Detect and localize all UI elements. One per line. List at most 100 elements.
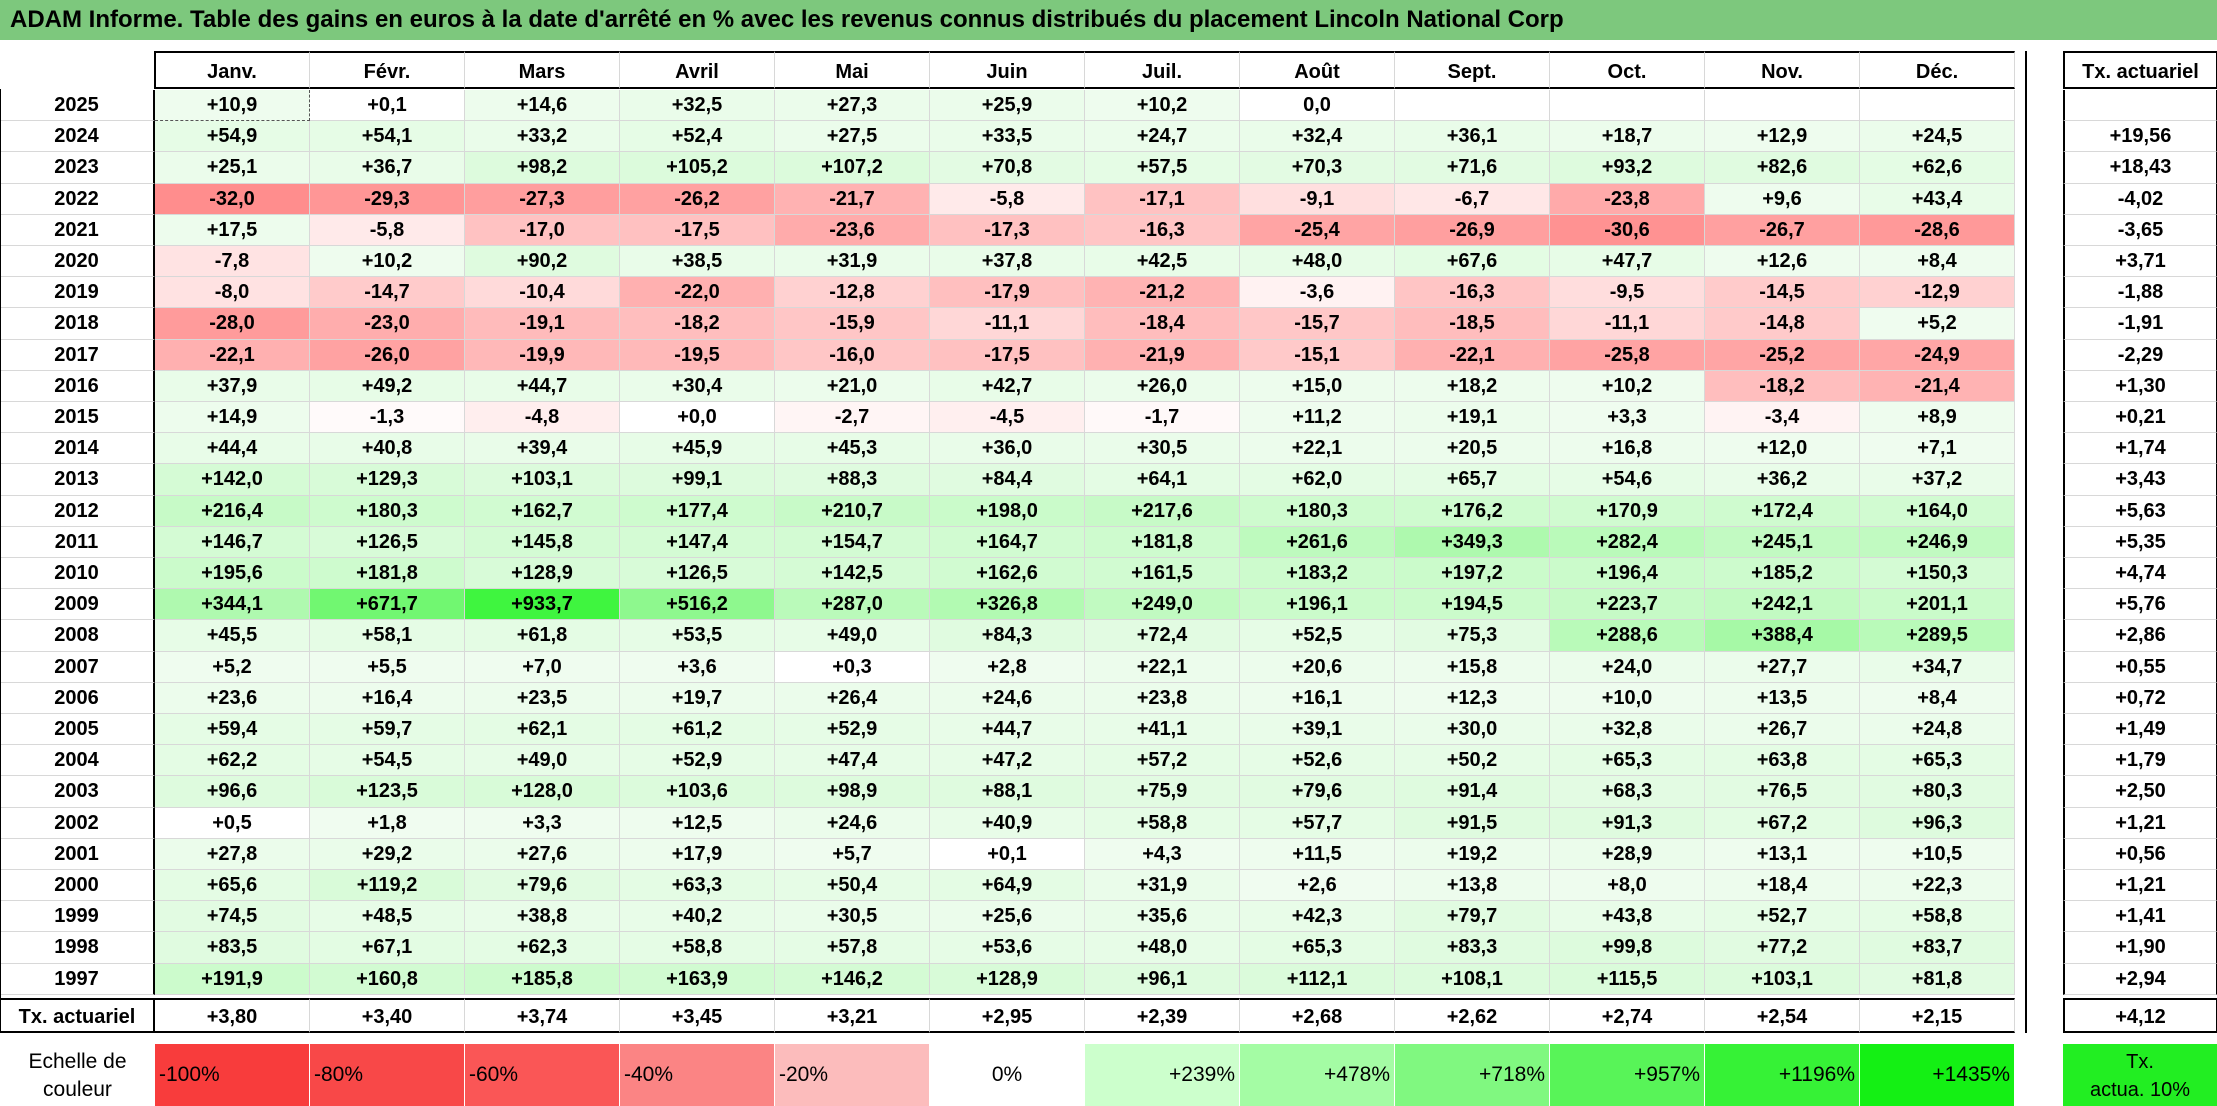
value-cell: -19,1	[465, 308, 620, 340]
value-cell: -16,3	[1085, 214, 1240, 246]
table-row: 2015 +14,9 -1,3 -4,8 +0,0 -2,7 -4,5 -1,7 +11,2 +1…	[0, 402, 2217, 434]
value-cell: +39,4	[465, 433, 620, 465]
footer-value-cell: +2,62	[1395, 997, 1550, 1033]
value-cell: +77,2	[1705, 932, 1860, 964]
value-cell: +162,7	[465, 495, 620, 527]
actuarial-cell: -2,29	[2063, 339, 2217, 371]
value-cell: -22,0	[620, 277, 775, 309]
value-cell: -7,8	[155, 246, 310, 278]
value-cell: +48,5	[310, 901, 465, 933]
year-cell: 2014	[0, 433, 155, 465]
value-cell: +176,2	[1395, 495, 1550, 527]
value-cell: -17,1	[1085, 183, 1240, 215]
value-cell: -25,8	[1550, 339, 1705, 371]
value-cell: -6,7	[1395, 183, 1550, 215]
legend-actuarial-line2: actua. 10%	[2089, 1079, 2191, 1101]
value-cell: +41,1	[1085, 714, 1240, 746]
value-cell: +24,7	[1085, 121, 1240, 153]
footer-value-cell: +2,39	[1085, 997, 1240, 1033]
value-cell: +84,4	[930, 464, 1085, 496]
value-cell: -3,4	[1705, 402, 1860, 434]
year-cell: 2018	[0, 308, 155, 340]
footer-value-cell: +2,95	[930, 997, 1085, 1033]
legend-label-line1: Echelle de	[28, 1050, 127, 1073]
year-cell: 2007	[0, 651, 155, 683]
value-cell: +27,3	[775, 90, 930, 122]
value-cell: +37,8	[930, 246, 1085, 278]
value-cell: +32,5	[620, 90, 775, 122]
value-cell: +170,9	[1550, 495, 1705, 527]
value-cell: +36,7	[310, 152, 465, 184]
value-cell: +180,3	[310, 495, 465, 527]
value-cell: +75,3	[1395, 620, 1550, 652]
value-cell: +128,9	[465, 558, 620, 590]
value-cell: +1,8	[310, 807, 465, 839]
value-cell: +146,7	[155, 526, 310, 558]
year-cell: 2016	[0, 370, 155, 402]
table-row: 1998 +83,5 +67,1 +62,3 +58,8 +57,8 +53,6 +48,0 +…	[0, 932, 2217, 964]
value-cell: -4,5	[930, 402, 1085, 434]
value-cell: +163,9	[620, 963, 775, 995]
legend-step: 0%	[930, 1044, 1085, 1106]
legend-step: -100%	[155, 1044, 310, 1106]
value-cell: +65,6	[155, 870, 310, 902]
value-cell: +2,6	[1240, 870, 1395, 902]
value-cell: +25,6	[930, 901, 1085, 933]
value-cell: +145,8	[465, 526, 620, 558]
legend-actuarial: Tx. actua. 10%	[2063, 1044, 2217, 1106]
value-cell: +10,0	[1550, 682, 1705, 714]
value-cell: +40,2	[620, 901, 775, 933]
table-row: 2011 +146,7 +126,5 +145,8 +147,4 +154,7 +164,7…	[0, 526, 2217, 558]
value-cell: +82,6	[1705, 152, 1860, 184]
value-cell: +161,5	[1085, 558, 1240, 590]
value-cell: -17,5	[930, 339, 1085, 371]
value-cell: +45,3	[775, 433, 930, 465]
value-cell: +52,9	[620, 745, 775, 777]
value-cell: +44,4	[155, 433, 310, 465]
actuarial-cell: +2,94	[2063, 963, 2217, 995]
value-cell: +58,8	[1085, 807, 1240, 839]
value-cell: +128,0	[465, 776, 620, 808]
actuarial-cell: +1,30	[2063, 370, 2217, 402]
value-cell: +26,7	[1705, 714, 1860, 746]
value-cell: +28,9	[1550, 838, 1705, 870]
year-cell: 2004	[0, 745, 155, 777]
actuarial-cell: +1,21	[2063, 870, 2217, 902]
value-cell: +62,6	[1860, 152, 2015, 184]
value-cell: +48,0	[1240, 246, 1395, 278]
actuarial-cell: +0,72	[2063, 682, 2217, 714]
value-cell: +49,0	[465, 745, 620, 777]
value-cell: -2,7	[775, 402, 930, 434]
value-cell: +50,2	[1395, 745, 1550, 777]
value-cell: +19,7	[620, 682, 775, 714]
value-cell: +58,1	[310, 620, 465, 652]
value-cell: +53,6	[930, 932, 1085, 964]
year-cell: 2025	[0, 90, 155, 122]
value-cell: -22,1	[1395, 339, 1550, 371]
value-cell: +83,3	[1395, 932, 1550, 964]
actuarial-cell: +1,21	[2063, 807, 2217, 839]
value-cell: +0,1	[310, 90, 465, 122]
table-row: 2023 +25,1 +36,7 +98,2 +105,2 +107,2 +70,8 +57,…	[0, 152, 2217, 184]
year-cell: 2002	[0, 807, 155, 839]
value-cell: +344,1	[155, 589, 310, 621]
value-cell: +17,5	[155, 214, 310, 246]
value-cell: +123,5	[310, 776, 465, 808]
value-cell: +62,1	[465, 714, 620, 746]
value-cell: +79,6	[1240, 776, 1395, 808]
value-cell: +36,1	[1395, 121, 1550, 153]
color-scale-legend: Echelle de couleur -100% -80% -60% -40% -20% 0%…	[0, 1044, 2217, 1106]
value-cell: +70,3	[1240, 152, 1395, 184]
value-cell: +80,3	[1860, 776, 2015, 808]
value-cell: +13,5	[1705, 682, 1860, 714]
value-cell: +74,5	[155, 901, 310, 933]
footer-value-cell: +2,68	[1240, 997, 1395, 1033]
actuarial-cell: +2,50	[2063, 776, 2217, 808]
value-cell: +42,7	[930, 370, 1085, 402]
value-cell: +20,6	[1240, 651, 1395, 683]
month-header: Juin	[930, 51, 1085, 89]
month-header: Juil.	[1085, 51, 1240, 89]
value-cell: +5,2	[1860, 308, 2015, 340]
value-cell: +183,2	[1240, 558, 1395, 590]
value-cell: +201,1	[1860, 589, 2015, 621]
